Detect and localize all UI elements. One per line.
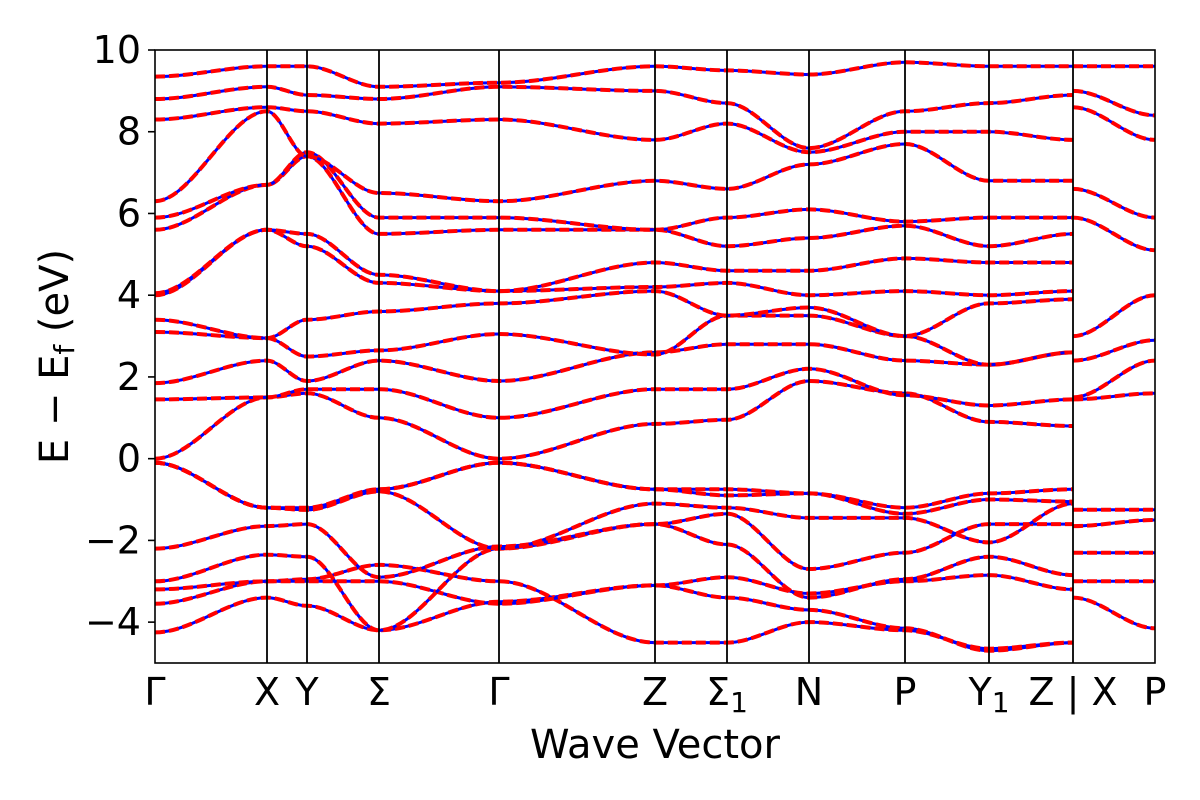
x-axis: Γ X Y Σ Γ Z Σ1 N P Y1 Z | X P bbox=[144, 670, 1166, 719]
band-2-red bbox=[155, 573, 1074, 606]
band-21-red bbox=[1072, 595, 1155, 631]
ytick-label-7: 10 bbox=[93, 28, 141, 72]
plot-frame bbox=[154, 49, 1156, 664]
band-0-blue bbox=[155, 583, 1074, 653]
band-30-red bbox=[1072, 215, 1155, 253]
kpoint-label-7: N bbox=[795, 670, 823, 714]
band-3-red bbox=[155, 522, 1074, 633]
kpoint-label-5: Z bbox=[642, 670, 668, 714]
ytick-label-2: 0 bbox=[117, 437, 141, 481]
kpoint-label-8: P bbox=[894, 670, 917, 714]
kpoint-label-11: P bbox=[1144, 670, 1167, 714]
ytick-label-3: 2 bbox=[117, 355, 141, 399]
ytick-label-6: 8 bbox=[117, 110, 141, 154]
band-14-red bbox=[155, 227, 1073, 296]
kpoint-label-2: Y bbox=[294, 670, 319, 714]
band-27-red bbox=[1072, 358, 1155, 400]
band-17-red bbox=[155, 109, 1073, 204]
ytick-label-0: −4 bbox=[85, 600, 141, 644]
y-axis-label-unit: (eV) bbox=[32, 249, 78, 345]
band-20-red bbox=[155, 60, 1073, 89]
band-24-red bbox=[1072, 518, 1155, 529]
kpoint-label-3: Σ bbox=[367, 670, 391, 714]
y-axis: −4 −2 0 2 4 6 8 10 bbox=[85, 28, 155, 644]
band-29-red bbox=[1072, 293, 1155, 339]
kpoint-label-4: Γ bbox=[488, 670, 509, 714]
band-24-blue bbox=[1072, 518, 1155, 528]
band-13-red bbox=[155, 227, 1074, 298]
band-12-blue bbox=[155, 289, 1074, 340]
band-7-red bbox=[155, 460, 1074, 510]
band-26-red bbox=[1072, 391, 1155, 402]
ytick-label-4: 4 bbox=[117, 273, 141, 317]
band-33-red bbox=[1072, 88, 1155, 118]
band-31-red bbox=[1072, 186, 1155, 220]
kpoint-label-6: Σ1 bbox=[706, 670, 748, 719]
band-5-blue bbox=[155, 461, 1074, 551]
band-32-red bbox=[1072, 105, 1155, 142]
band-16-red bbox=[155, 150, 1073, 232]
band-28-red bbox=[1072, 338, 1155, 363]
band-0-red bbox=[155, 583, 1074, 653]
band-5-red bbox=[155, 460, 1074, 551]
band-19-blue bbox=[155, 85, 1074, 150]
kpoint-label-9: Y1 bbox=[967, 670, 1009, 719]
high-symmetry-lines bbox=[266, 50, 1074, 663]
ytick-label-1: −2 bbox=[85, 518, 141, 562]
kpoint-label-0: Γ bbox=[144, 670, 165, 714]
ytick-label-5: 6 bbox=[117, 191, 141, 235]
y-axis-label-main: E − E bbox=[32, 355, 78, 465]
band-12-red bbox=[155, 289, 1074, 341]
x-axis-label: Wave Vector bbox=[530, 722, 781, 768]
band-18-red bbox=[155, 105, 1074, 155]
band-16-blue bbox=[155, 150, 1073, 232]
band-9-red bbox=[155, 366, 1074, 420]
kpoint-label-10: Z | X bbox=[1028, 670, 1117, 715]
y-axis-label-sub: f bbox=[48, 344, 81, 355]
y-axis-label: E − Ef (eV) bbox=[32, 249, 81, 464]
band-3-blue bbox=[155, 522, 1074, 632]
kpoint-label-1: X bbox=[254, 670, 280, 714]
band-20-blue bbox=[155, 60, 1073, 89]
band-19-red bbox=[155, 84, 1074, 151]
band-4-red bbox=[155, 511, 1073, 580]
